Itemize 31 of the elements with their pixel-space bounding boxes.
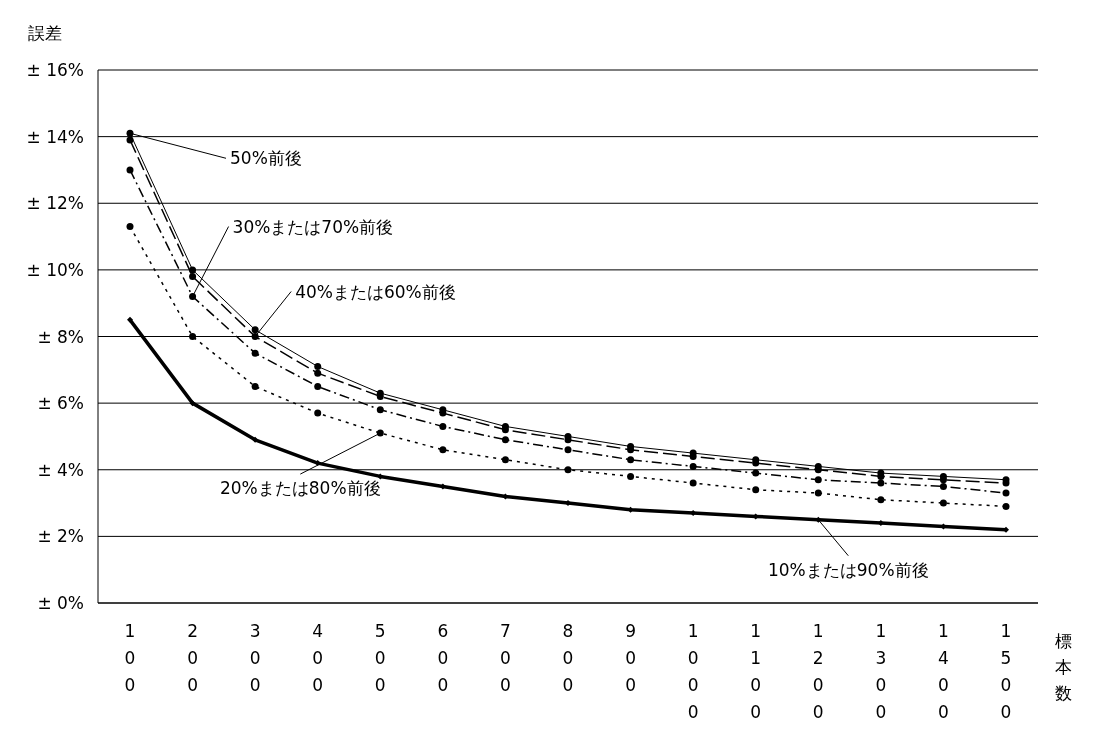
y-tick-label: ± 10% — [26, 259, 84, 280]
x-tick-label: 800 — [562, 621, 574, 695]
text: 30%または70%前後 — [232, 216, 394, 237]
x-tick-label: 1200 — [812, 621, 824, 722]
x-tick-label: 300 — [249, 621, 261, 695]
x-tick-label: 1400 — [938, 621, 949, 722]
y-axis-title: 誤差 — [28, 22, 62, 45]
x-tick-label: 1100 — [750, 621, 762, 722]
x-tick-label: 200 — [187, 621, 198, 695]
legend-label: 10%または90%前後 — [768, 559, 929, 580]
y-tick-label: ± 16% — [26, 60, 84, 80]
y-tick-label: ± 12% — [26, 193, 84, 214]
x-tick-label: 900 — [625, 621, 636, 695]
y-tick-label: ± 4% — [37, 459, 84, 480]
y-tick-label: ± 0% — [37, 593, 84, 613]
x-tick-label: 1300 — [875, 621, 887, 722]
y-tick-label: ± 8% — [37, 326, 84, 347]
x-tick-label: 500 — [374, 621, 386, 695]
y-tick-label: ± 2% — [37, 526, 84, 547]
x-tick-label: 1500 — [1000, 621, 1012, 722]
text: 20%または80%前後 — [220, 478, 381, 499]
x-axis-title: 標本数 — [1053, 630, 1073, 705]
x-tick-label: 1000 — [687, 621, 699, 722]
x-tick-label: 700 — [500, 621, 511, 695]
text: 50%前後 — [230, 148, 302, 169]
x-tick-label: 600 — [437, 621, 449, 695]
x-tick-label: 400 — [312, 621, 324, 695]
y-tick-label: ± 6% — [37, 393, 84, 414]
y-tick-label: ± 14% — [26, 126, 84, 147]
x-tick-label: 100 — [124, 621, 136, 695]
text: 40%または60%前後 — [295, 281, 456, 302]
